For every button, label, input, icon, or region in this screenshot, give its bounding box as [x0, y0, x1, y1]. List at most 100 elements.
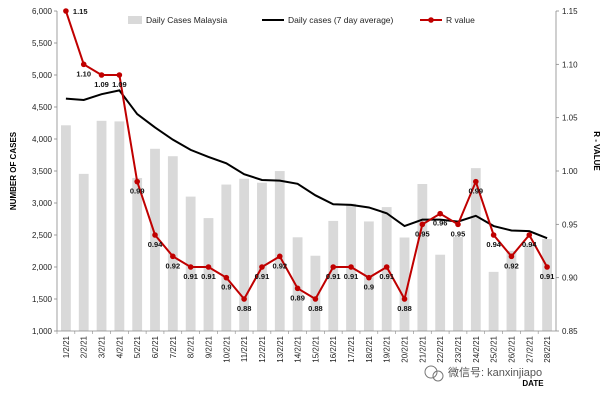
r-value-marker [276, 253, 283, 260]
r-value-data-label: 0.88 [308, 304, 323, 313]
r-value-data-label: 0.9 [221, 283, 231, 292]
bar-daily-cases [114, 121, 125, 332]
x-tick-label: 1/2/21 [62, 335, 71, 358]
x-tick-label: 6/2/21 [151, 335, 160, 358]
r-value-marker [98, 72, 105, 78]
bar-daily-cases [328, 220, 339, 331]
bar-daily-cases [274, 171, 285, 331]
r-value-marker [294, 285, 301, 292]
y2-tick-label: 0.85 [562, 327, 578, 336]
r-value-marker [312, 296, 319, 302]
r-value-marker [259, 264, 265, 270]
wechat-icon-bubble [432, 370, 444, 382]
bar-daily-cases [488, 271, 499, 331]
bar-daily-cases [435, 254, 446, 331]
x-tick-label: 15/2/21 [311, 335, 320, 362]
bar-daily-cases [310, 255, 321, 331]
bar-daily-cases [453, 237, 463, 331]
r-value-marker [473, 178, 479, 185]
r-value-data-label: 0.91 [183, 272, 198, 281]
x-tick-label: 28/2/21 [543, 335, 552, 362]
y2-axis-title: R - VALUE [592, 131, 601, 171]
r-value-marker [526, 232, 533, 238]
x-tick-label: 18/2/21 [365, 335, 374, 362]
r-value-marker [116, 72, 123, 78]
y-axis-title: NUMBER OF CASES [9, 131, 18, 210]
x-tick-label: 24/2/21 [472, 335, 481, 362]
r-value-data-label: 0.94 [148, 240, 163, 249]
r-value-data-label: 0.91 [379, 272, 394, 281]
r-value-marker [419, 221, 426, 228]
r-value-marker [366, 274, 372, 281]
legend-swatch-bars [128, 16, 142, 24]
r-value-data-label: 0.99 [130, 187, 145, 196]
r-value-data-label: 0.9 [364, 283, 374, 292]
r-value-data-label: 0.99 [468, 187, 483, 196]
x-tick-label: 11/2/21 [240, 335, 249, 362]
x-tick-label: 27/2/21 [525, 335, 534, 362]
r-value-data-label: 0.91 [326, 272, 341, 281]
r-value-data-label: 0.94 [522, 240, 537, 249]
r-value-marker [348, 264, 354, 270]
r-value-data-label: 1.09 [94, 80, 109, 89]
r-value-marker [455, 221, 461, 228]
r-value-data-label: 0.91 [201, 272, 216, 281]
r-value-data-label: 0.94 [486, 240, 501, 249]
y2-tick-label: 1.10 [562, 60, 578, 69]
y-tick-label: 4,500 [32, 103, 53, 112]
r-value-marker [401, 296, 408, 302]
bar-daily-cases [96, 120, 107, 331]
bar-daily-cases [78, 173, 89, 331]
r-value-data-label: 1.09 [112, 80, 127, 89]
bar-daily-cases [150, 148, 160, 331]
r-value-data-label: 1.10 [76, 69, 91, 78]
y-tick-label: 2,000 [32, 263, 53, 272]
y-tick-label: 3,000 [32, 199, 53, 208]
watermark-text: 微信号: kanxinjiapo [448, 365, 542, 379]
r-value-marker [437, 210, 443, 217]
r-value-data-label: 0.92 [504, 261, 519, 270]
y2-tick-label: 0.90 [562, 274, 578, 283]
r-value-marker [544, 264, 550, 270]
legend-label-r: R value [446, 15, 475, 25]
r-value-marker [187, 264, 194, 270]
line-7day-average [65, 89, 548, 240]
r-value-data-label: 0.95 [451, 229, 466, 238]
line-r-value [64, 10, 548, 302]
x-tick-label: 17/2/21 [347, 335, 356, 362]
y-tick-label: 2,500 [32, 231, 53, 240]
x-tick-label: 13/2/21 [276, 335, 285, 362]
x-tick-label: 14/2/21 [294, 335, 303, 362]
bar-daily-cases [239, 178, 250, 331]
x-tick-label: 16/2/21 [329, 335, 338, 362]
y2-tick-label: 1.15 [562, 7, 578, 16]
r-value-marker [170, 253, 176, 260]
r-value-data-label: 0.96 [433, 219, 448, 228]
r-value-data-label: 0.88 [397, 304, 412, 313]
bar-daily-cases [506, 250, 517, 331]
r-value-data-label: 0.91 [255, 272, 270, 281]
bar-daily-cases [185, 196, 196, 331]
x-axis-title: DATE [522, 379, 544, 388]
r-value-marker [330, 264, 337, 270]
x-tick-label: 2/2/21 [80, 335, 89, 358]
bar-daily-cases [292, 237, 303, 331]
bar-daily-cases [167, 156, 178, 331]
x-tick-label: 21/2/21 [418, 335, 427, 362]
r-value-marker [508, 253, 515, 260]
bar-daily-cases [470, 168, 481, 331]
bar-daily-cases [221, 184, 232, 331]
x-tick-label: 26/2/21 [507, 335, 516, 362]
x-tick-label: 5/2/21 [133, 335, 142, 358]
x-tick-label: 22/2/21 [436, 335, 445, 362]
x-tick-label: 19/2/21 [383, 335, 392, 362]
x-tick-label: 20/2/21 [401, 335, 410, 362]
r-value-data-label: 0.92 [272, 261, 287, 270]
y2-tick-label: 1.05 [562, 114, 578, 123]
x-tick-label: 4/2/21 [115, 335, 124, 358]
y-tick-label: 6,000 [32, 7, 53, 16]
y-tick-label: 5,500 [32, 39, 53, 48]
r-value-marker [152, 232, 158, 238]
r-value-marker [241, 296, 247, 302]
